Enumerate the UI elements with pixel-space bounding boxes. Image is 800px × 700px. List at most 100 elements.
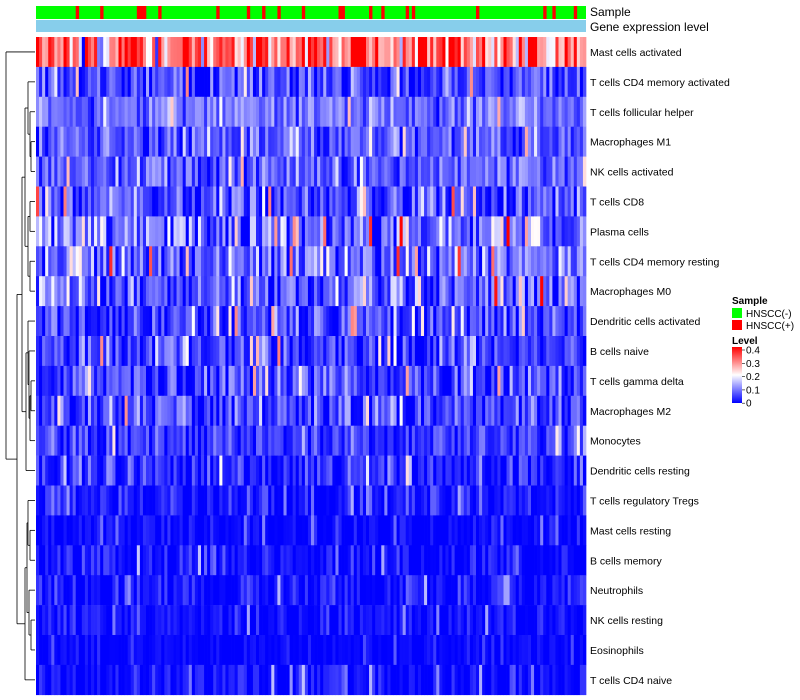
heatmap-cell xyxy=(350,635,355,666)
heatmap-cell xyxy=(210,515,214,546)
heatmap-cell xyxy=(332,306,336,337)
heatmap-cell xyxy=(378,186,382,217)
heatmap-cell xyxy=(292,575,297,606)
heatmap-cell xyxy=(298,96,303,127)
heatmap-cell xyxy=(332,37,336,68)
heatmap-cell xyxy=(442,365,446,397)
heatmap-cell xyxy=(582,545,587,576)
heatmap-cell xyxy=(436,485,440,516)
heatmap-cell xyxy=(430,306,434,337)
heatmap-cell xyxy=(466,545,471,576)
heatmap-cell xyxy=(387,126,391,157)
heatmap-cell xyxy=(103,216,107,247)
heatmap-cell xyxy=(246,306,251,337)
heatmap-cell xyxy=(518,605,523,636)
heatmap-cell xyxy=(414,425,419,456)
heatmap-cell xyxy=(268,37,272,68)
heatmap-cell xyxy=(118,156,122,187)
heatmap-cell xyxy=(411,395,416,426)
heatmap-cell xyxy=(54,306,58,337)
heatmap-cell xyxy=(314,37,318,68)
heatmap-cell xyxy=(378,306,382,337)
heatmap-cell xyxy=(396,515,400,546)
heatmap-cell xyxy=(454,336,459,367)
heatmap-cell xyxy=(515,96,520,127)
heatmap-cell xyxy=(91,485,95,516)
heatmap-cell xyxy=(72,186,77,217)
heatmap-cell xyxy=(298,545,303,576)
heatmap-cell xyxy=(488,365,492,397)
heatmap-cell xyxy=(439,246,443,277)
heatmap-cell xyxy=(81,515,86,546)
heatmap-cell xyxy=(271,156,275,187)
row-label: Macrophages M1 xyxy=(590,137,671,149)
heatmap-cell xyxy=(39,635,43,666)
heatmap-cell xyxy=(424,336,428,367)
heatmap-cell xyxy=(136,575,141,606)
heatmap-cell xyxy=(311,126,315,157)
heatmap-cell xyxy=(57,515,61,546)
heatmap-cell xyxy=(280,425,284,456)
heatmap-row xyxy=(36,664,587,696)
heatmap-cell xyxy=(36,664,40,696)
heatmap-cell xyxy=(356,425,361,456)
heatmap-cell xyxy=(72,246,77,277)
heatmap-cell xyxy=(109,336,113,367)
heatmap-cell xyxy=(256,336,260,367)
heatmap-cell xyxy=(509,276,514,307)
heatmap-cell xyxy=(531,395,535,426)
heatmap-cell xyxy=(106,186,110,217)
heatmap-cell xyxy=(549,66,553,98)
heatmap-cell xyxy=(173,455,177,486)
heatmap-cell xyxy=(537,246,541,277)
heatmap-cell xyxy=(366,216,370,247)
heatmap-cell xyxy=(66,66,70,98)
heatmap-cell xyxy=(164,186,168,217)
heatmap-cell xyxy=(463,96,468,127)
heatmap-cell xyxy=(124,246,129,277)
heatmap-cell xyxy=(543,455,547,486)
heatmap-cell xyxy=(329,66,333,98)
heatmap-cell xyxy=(246,156,251,187)
heatmap-cell xyxy=(424,186,428,217)
heatmap-cell xyxy=(381,306,385,337)
heatmap-cell xyxy=(280,306,284,337)
heatmap-cell xyxy=(127,365,132,397)
heatmap-cell xyxy=(249,635,254,666)
heatmap-cell xyxy=(561,306,565,337)
heatmap-cell xyxy=(87,455,92,486)
heatmap-cell xyxy=(103,605,107,636)
heatmap-cell xyxy=(555,635,559,666)
heatmap-cell xyxy=(115,126,119,157)
heatmap-cell xyxy=(142,545,147,576)
heatmap-cell xyxy=(408,186,413,217)
heatmap-cell xyxy=(369,276,373,307)
heatmap-cell xyxy=(573,276,578,307)
heatmap-cell xyxy=(442,246,446,277)
heatmap-cell xyxy=(191,126,196,157)
heatmap-cell xyxy=(210,485,214,516)
heatmap-cell xyxy=(201,664,205,696)
heatmap-cell xyxy=(390,455,394,486)
heatmap-cell xyxy=(185,425,190,456)
heatmap-cell xyxy=(567,545,572,576)
heatmap-cell xyxy=(188,66,193,98)
heatmap-cell xyxy=(491,37,495,68)
heatmap-cell xyxy=(518,485,523,516)
heatmap-cell xyxy=(225,246,229,277)
heatmap-cell xyxy=(466,276,471,307)
heatmap-cell xyxy=(356,276,361,307)
heatmap-cell xyxy=(237,605,242,636)
heatmap-cell xyxy=(283,425,287,456)
heatmap-cell xyxy=(451,395,455,426)
heatmap-cell xyxy=(372,336,376,367)
row-label: Neutrophils xyxy=(590,585,643,597)
row-label: B cells memory xyxy=(590,555,663,567)
heatmap-cell xyxy=(219,216,223,247)
heatmap-cell xyxy=(482,276,486,307)
heatmap-cell xyxy=(482,306,486,337)
heatmap-cell xyxy=(359,246,364,277)
heatmap-cell xyxy=(338,395,342,426)
heatmap-cell xyxy=(54,156,58,187)
heatmap-cell xyxy=(36,186,40,217)
